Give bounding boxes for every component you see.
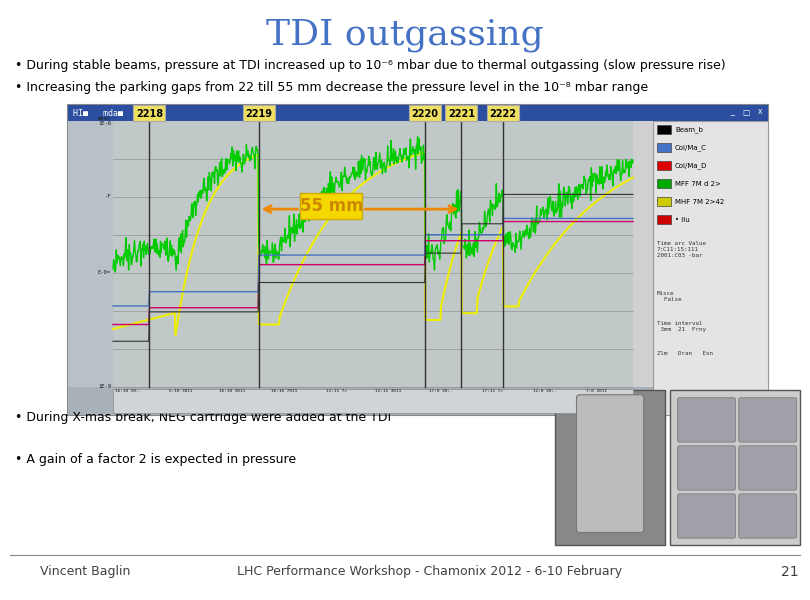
Text: HI■   mda■: HI■ mda■ <box>73 109 123 118</box>
Bar <box>68 121 113 387</box>
Bar <box>657 125 671 134</box>
Text: 2222: 2222 <box>489 109 517 119</box>
Text: E-0=: E-0= <box>98 271 111 275</box>
Text: 21: 21 <box>781 565 799 579</box>
Text: 16:10 3011: 16:10 3011 <box>220 389 245 393</box>
Text: 2221: 2221 <box>448 109 475 119</box>
FancyBboxPatch shape <box>739 494 797 538</box>
Text: 7:0 2011: 7:0 2011 <box>586 389 608 393</box>
Bar <box>555 390 665 545</box>
Text: 12:11 3011: 12:11 3011 <box>376 389 402 393</box>
Text: 12:11 7>: 12:11 7> <box>326 389 347 393</box>
Bar <box>113 389 633 413</box>
FancyBboxPatch shape <box>134 105 165 121</box>
Text: Col/Ma_C: Col/Ma_C <box>675 144 707 151</box>
Text: MHF 7M 2>42: MHF 7M 2>42 <box>675 199 724 205</box>
Text: 2218: 2218 <box>136 109 163 119</box>
Text: Col/Ma_D: Col/Ma_D <box>675 162 707 169</box>
Bar <box>670 390 800 545</box>
FancyBboxPatch shape <box>487 105 519 121</box>
Text: x: x <box>757 107 762 116</box>
Text: Misce
  False: Misce False <box>657 291 681 302</box>
Text: TDI outgassing: TDI outgassing <box>266 18 544 52</box>
Text: • llu: • llu <box>675 217 690 223</box>
Bar <box>657 143 671 152</box>
FancyBboxPatch shape <box>677 398 735 442</box>
Bar <box>657 161 671 170</box>
FancyBboxPatch shape <box>677 446 735 490</box>
Bar <box>68 105 768 415</box>
Text: Time interval
 3mm  21  Frny: Time interval 3mm 21 Frny <box>657 321 706 332</box>
Bar <box>657 197 671 206</box>
Text: 6:10 3011: 6:10 3011 <box>168 389 193 393</box>
Text: -F: -F <box>104 194 111 199</box>
Text: 17:11 7>: 17:11 7> <box>482 389 503 393</box>
Text: • During X-mas break, NEG cartridge were added at the TDI: • During X-mas break, NEG cartridge were… <box>15 412 391 425</box>
FancyBboxPatch shape <box>301 193 362 219</box>
Text: 17:0 20:-: 17:0 20:- <box>428 389 453 393</box>
Bar <box>113 121 653 387</box>
Bar <box>68 105 768 121</box>
Text: 12:0 20:-: 12:0 20:- <box>533 389 556 393</box>
Text: 16:10 7011: 16:10 7011 <box>271 389 298 393</box>
Text: 1E-9: 1E-9 <box>98 385 111 389</box>
Text: 2220: 2220 <box>411 109 438 119</box>
Bar <box>633 121 653 387</box>
Text: Vincent Baglin: Vincent Baglin <box>40 565 130 578</box>
Text: _: _ <box>730 107 734 116</box>
FancyBboxPatch shape <box>446 105 477 121</box>
Text: • During stable beams, pressure at TDI increased up to 10⁻⁶ mbar due to thermal : • During stable beams, pressure at TDI i… <box>15 58 726 71</box>
Bar <box>657 179 671 188</box>
Text: 2219: 2219 <box>245 109 272 119</box>
Text: Zlm   Dran   Esn: Zlm Dran Esn <box>657 351 713 356</box>
Text: • Increasing the parking gaps from 22 till 55 mm decrease the pressure level in : • Increasing the parking gaps from 22 ti… <box>15 80 648 94</box>
FancyBboxPatch shape <box>739 398 797 442</box>
Text: • A gain of a factor 2 is expected in pressure: • A gain of a factor 2 is expected in pr… <box>15 454 296 467</box>
Bar <box>68 387 653 415</box>
Text: LHC Performance Workshop - Chamonix 2012 - 6-10 February: LHC Performance Workshop - Chamonix 2012… <box>237 565 623 578</box>
Text: 16:10 20:-: 16:10 20:- <box>116 389 142 393</box>
FancyBboxPatch shape <box>409 105 441 121</box>
Bar <box>657 215 671 224</box>
Text: Beam_b: Beam_b <box>675 126 703 133</box>
Text: mbar
1E-6: mbar 1E-6 <box>98 116 111 127</box>
Text: MFF 7M d 2>: MFF 7M d 2> <box>675 181 721 187</box>
Bar <box>653 121 768 415</box>
FancyBboxPatch shape <box>243 105 275 121</box>
Text: □: □ <box>743 107 749 116</box>
Text: 55 mm: 55 mm <box>300 197 363 215</box>
Text: Time arc Value
7:C11:15:111
2001:C03 -bar: Time arc Value 7:C11:15:111 2001:C03 -ba… <box>657 241 706 257</box>
FancyBboxPatch shape <box>577 395 644 533</box>
FancyBboxPatch shape <box>739 446 797 490</box>
FancyBboxPatch shape <box>677 494 735 538</box>
